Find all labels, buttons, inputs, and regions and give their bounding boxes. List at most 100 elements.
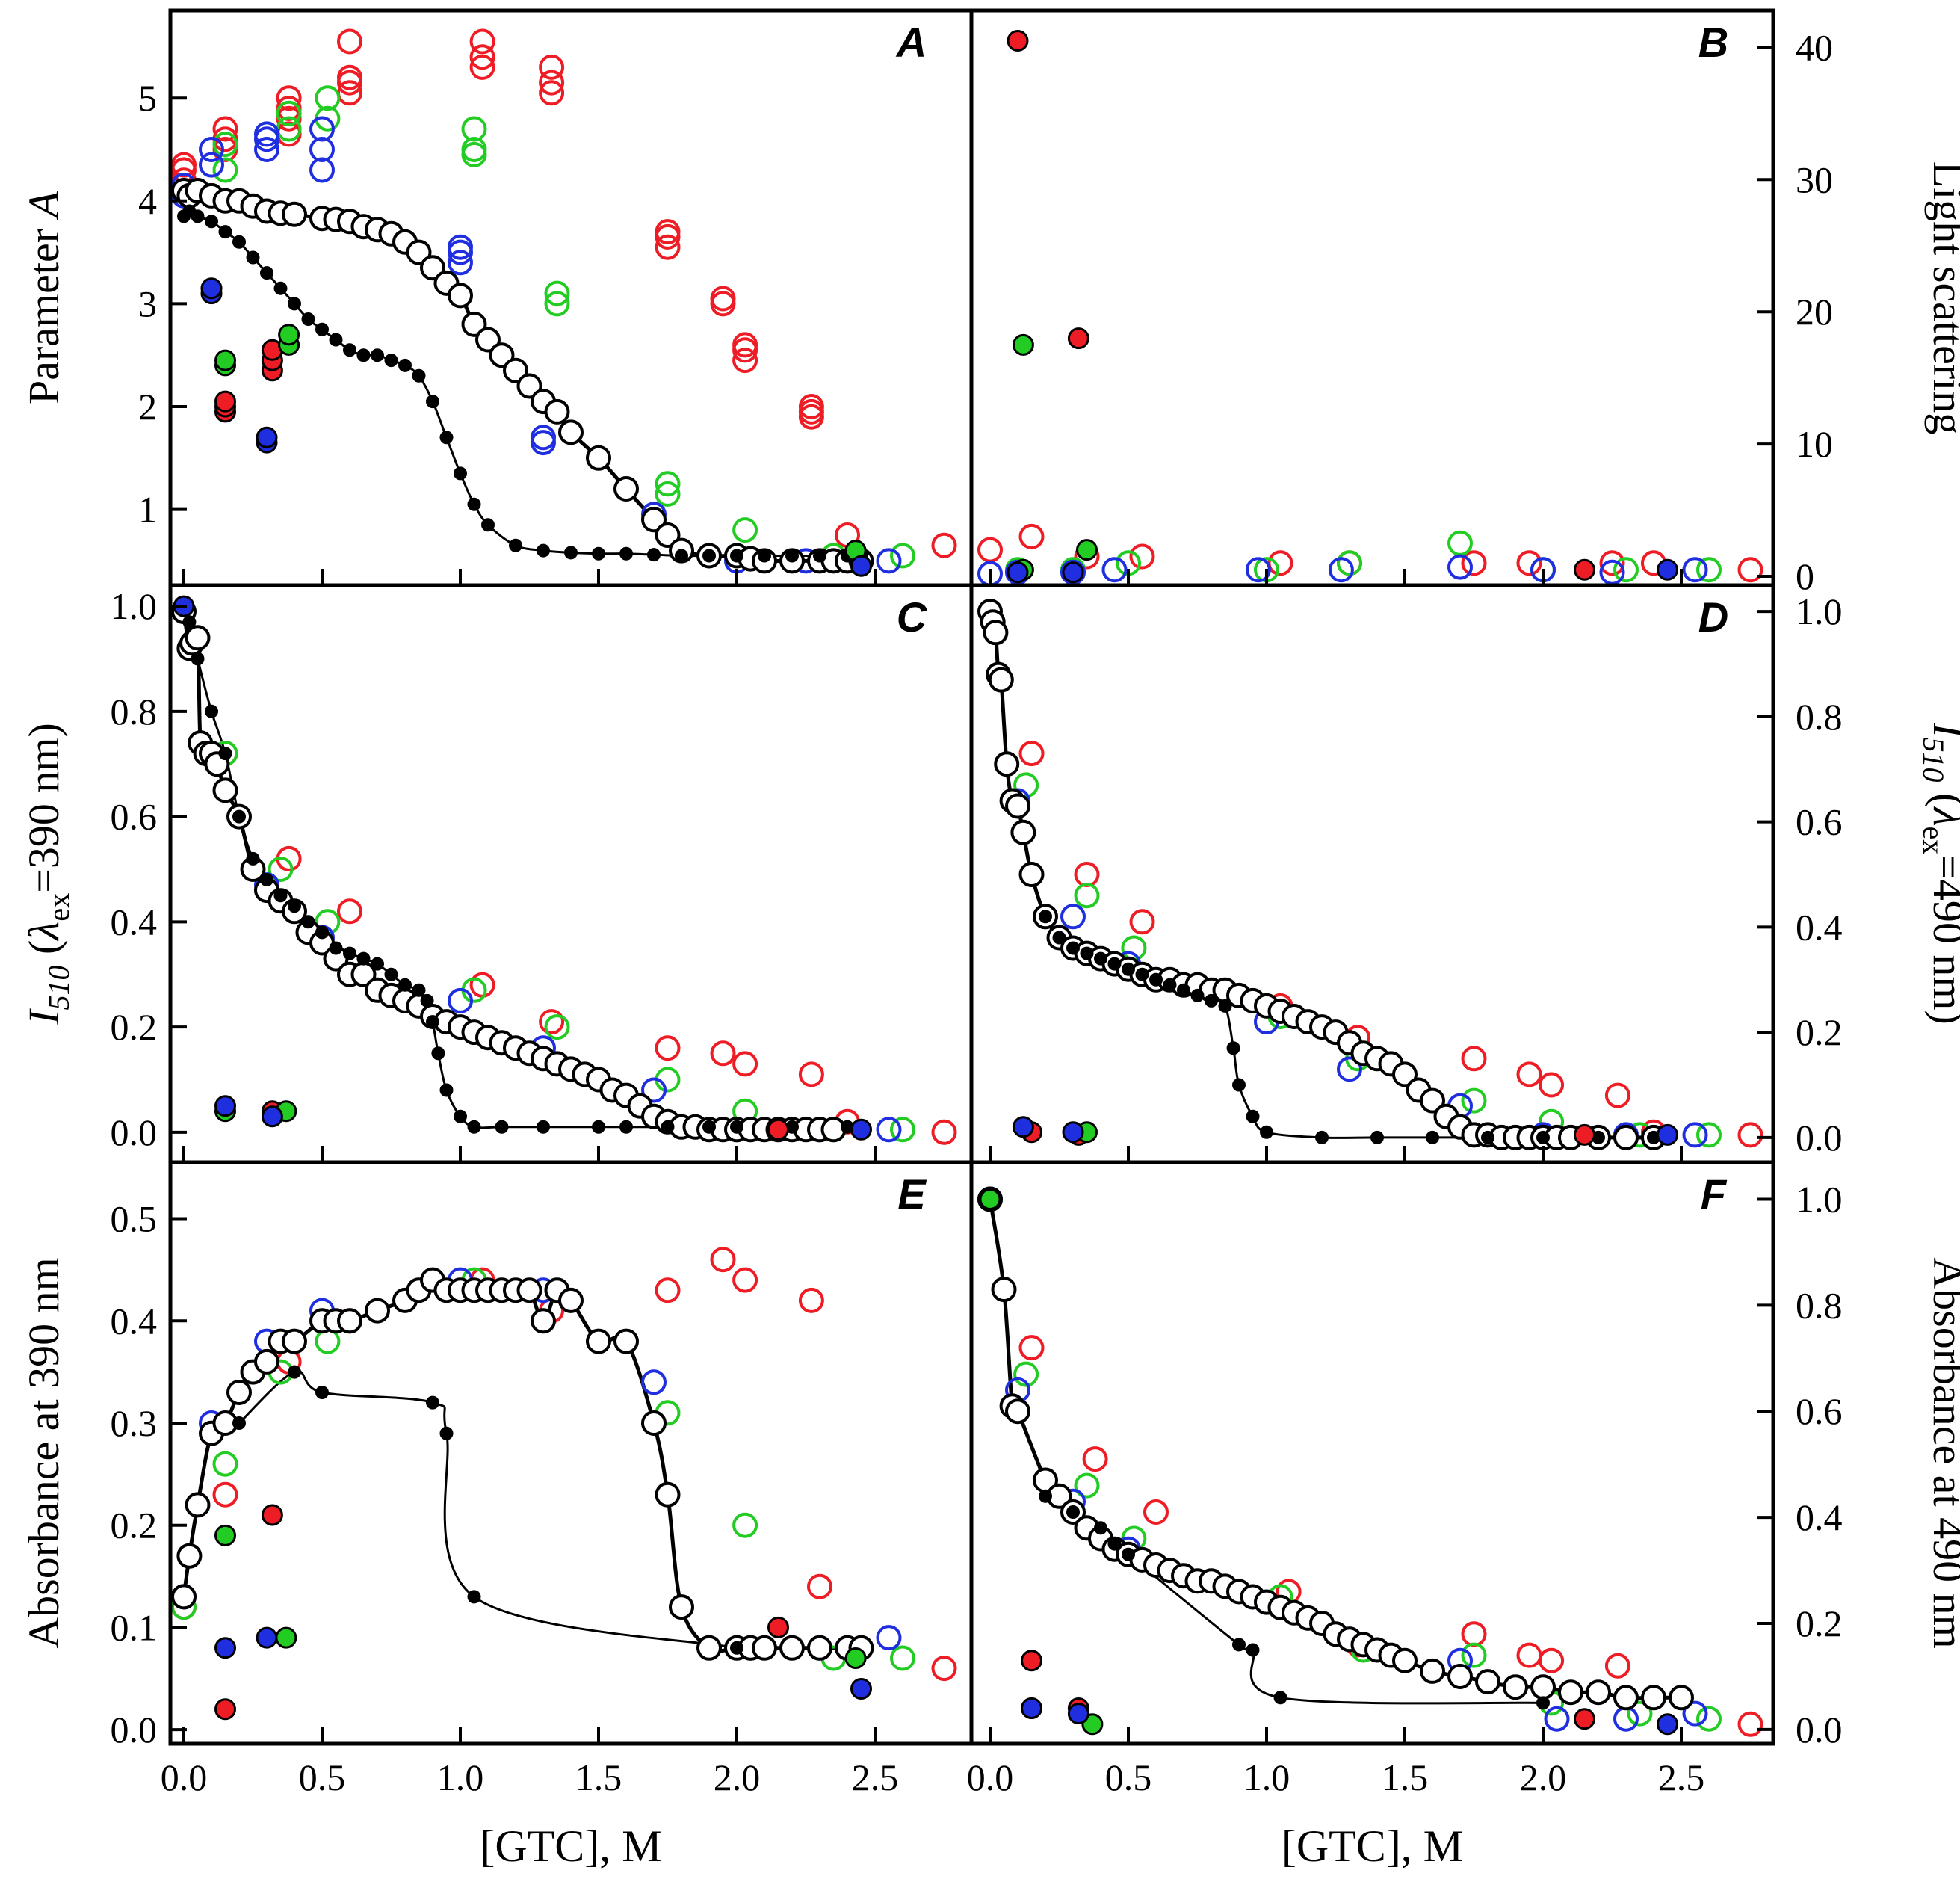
panel-c-point-filled-black — [702, 1120, 716, 1134]
panel-b-point-filled-green — [1076, 539, 1098, 561]
panel-a-point-open-black — [475, 327, 501, 353]
panel-f-point-open-red — [1018, 1335, 1045, 1361]
panel-c-point-filled-black — [420, 993, 434, 1008]
panel-b-point-open-red — [1018, 523, 1045, 549]
panel-a-point-filled-blue — [256, 426, 278, 448]
panel-c-point-filled-black — [191, 652, 205, 666]
panel-c-point-open-red — [798, 1061, 824, 1087]
panel-a-point-open-green — [544, 280, 570, 306]
panel-a-point-filled-black — [273, 281, 288, 295]
panel-c-point-filled-black — [301, 915, 315, 929]
panel-e-point-filled-green — [844, 1647, 867, 1669]
panel-a-point-open-green — [276, 100, 302, 126]
panel-b-point-open-red — [1129, 543, 1155, 570]
panel-e-ylabel-group: Absorbance at 390 nm — [19, 1257, 68, 1648]
panel-d-point-filled-black — [1226, 1041, 1240, 1055]
panel-e-point-open-blue — [641, 1369, 667, 1395]
panel-f-xtick-label: 1.5 — [1382, 1756, 1429, 1798]
panel-a-point-filled-black — [301, 312, 315, 326]
panel-b-point-open-red — [1267, 550, 1293, 576]
panel-b-point-open-blue — [1101, 557, 1128, 583]
panel-a-ytick-label: 2 — [138, 386, 157, 428]
panel-e-point-filled-black — [730, 1641, 743, 1655]
panel-a-point-open-blue — [309, 137, 335, 162]
panel-a-point-open-red — [539, 54, 565, 80]
panel-c-point-filled-black — [273, 889, 288, 903]
data-points-layer — [171, 28, 1763, 1737]
panel-e-point-filled-blue — [850, 1678, 872, 1700]
panel-e-point-open-black — [641, 1410, 667, 1436]
fit-lines-layer — [182, 188, 1681, 1705]
panel-a-point-open-red — [212, 116, 238, 142]
panel-d-point-open-black — [1005, 793, 1030, 819]
panel-a-point-filled-black — [730, 549, 743, 563]
panel-d-ytick-label: 0.4 — [1796, 906, 1843, 948]
panel-c-ylabel-part-2: ( — [19, 940, 68, 966]
panel-b-frame — [969, 8, 1775, 587]
panel-a-point-open-blue — [448, 250, 473, 276]
panel-c-point-filled-black — [730, 1120, 743, 1134]
panel-d-ytick-label: 0.2 — [1796, 1011, 1843, 1053]
panel-e-point-filled-red — [214, 1698, 236, 1721]
panel-c-point-filled-black — [426, 1015, 439, 1029]
panel-b-point-filled-blue — [1062, 561, 1084, 584]
panel-b-ylabel: Light scattering — [1924, 161, 1960, 435]
panel-a-point-open-green — [212, 157, 238, 183]
panel-c-point-open-red — [732, 1051, 758, 1077]
panel-d-point-filled-red — [1574, 1123, 1595, 1146]
panel-a-point-filled-black — [343, 343, 356, 357]
panel-a-point-open-blue — [531, 425, 556, 451]
panel-e-ytick-label: 0.4 — [111, 1300, 158, 1342]
panel-a-ylabel: Parameter A — [19, 191, 68, 404]
panel-c-point-filled-black — [315, 925, 329, 940]
panel-e-point-filled-blue — [214, 1637, 236, 1659]
panel-a-point-open-green — [315, 85, 341, 111]
panel-c-point-filled-black — [495, 1120, 509, 1134]
panel-e-point-filled-black — [232, 1416, 246, 1430]
panel-b-point-open-blue — [1682, 557, 1708, 583]
panel-e-xtick-label: 2.0 — [714, 1756, 761, 1798]
panel-f-point-open-red — [1461, 1621, 1487, 1647]
panel-a-point-open-red — [539, 70, 565, 96]
panel-f-point-open-green — [1627, 1700, 1653, 1727]
panel-d-point-filled-black — [1481, 1130, 1494, 1144]
panel-e-point-filled-red — [261, 1504, 283, 1526]
panel-d-point-filled-black — [1039, 910, 1052, 924]
panel-f-point-open-black — [1447, 1664, 1473, 1689]
panel-a-point-filled-black — [481, 518, 495, 532]
panel-a-point-filled-blue — [850, 555, 872, 577]
panel-a-point-open-black — [420, 255, 445, 281]
panel-f-point-open-red — [1082, 1446, 1108, 1472]
panel-d-point-filled-black — [1246, 1109, 1260, 1123]
panel-d-point-filled-black — [1260, 1125, 1273, 1139]
panel-a-point-filled-black — [439, 431, 454, 445]
panel-b-ytick-label: 0 — [1796, 555, 1814, 597]
panel-a-point-open-red — [469, 54, 495, 80]
panel-c-point-filled-black — [398, 978, 412, 992]
panel-b-point-open-green — [1447, 530, 1473, 556]
panel-f-xtick-label: 2.0 — [1520, 1756, 1567, 1798]
panel-f-point-filled-black — [1536, 1696, 1550, 1710]
panel-c-point-filled-black — [439, 1083, 454, 1097]
panel-e-point-filled-black — [439, 1426, 454, 1440]
panel-c-ylabel-part-0: I — [19, 1008, 68, 1025]
panel-e-label: E — [897, 1170, 927, 1218]
panel-e-xtick-label: 2.5 — [852, 1756, 899, 1798]
panel-a-point-open-red — [469, 28, 495, 55]
panel-d-point-filled-black — [1080, 946, 1094, 960]
panel-a-point-open-blue — [448, 234, 473, 260]
panel-a-point-filled-black — [467, 497, 481, 511]
panel-a-point-open-black — [489, 342, 515, 368]
panel-a-point-open-green — [461, 141, 487, 167]
panel-a-point-filled-green — [278, 324, 300, 346]
panel-e-point-open-black — [752, 1635, 777, 1661]
panel-c-point-filled-black — [232, 809, 246, 824]
panel-a-point-open-black — [461, 311, 487, 337]
panel-a-point-open-blue — [531, 430, 556, 456]
panel-a-label: A — [895, 19, 927, 66]
panel-a-point-filled-black — [702, 549, 716, 563]
panel-b-point-filled-blue — [1657, 558, 1678, 581]
panel-d-point-open-red — [1461, 1046, 1487, 1072]
panel-a-ytick-label: 4 — [138, 180, 157, 222]
panel-c-point-open-red — [710, 1040, 736, 1067]
